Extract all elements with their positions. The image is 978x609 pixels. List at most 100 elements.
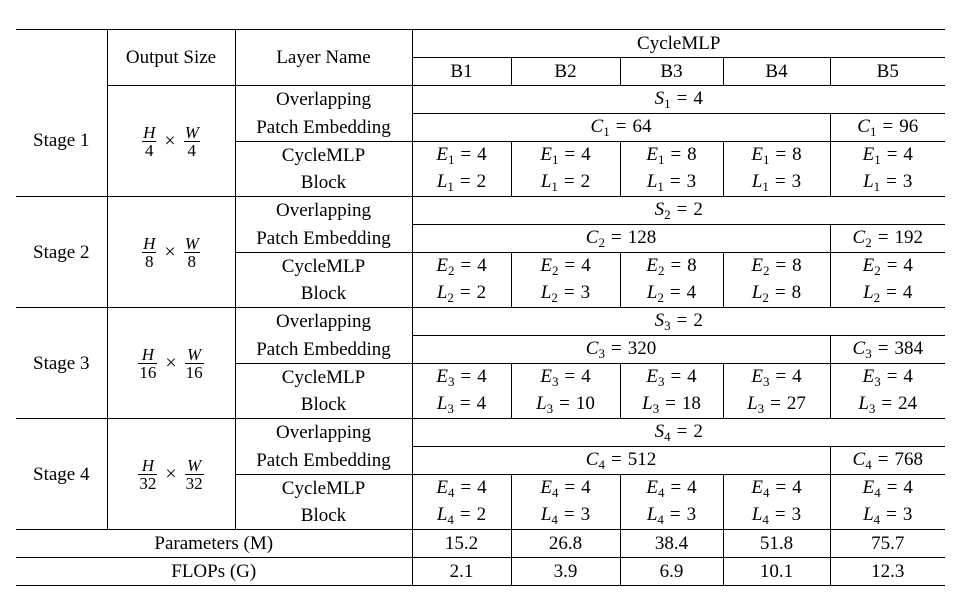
stage-2-expansion-b4-equals: = [775,255,787,276]
stage-1-expansion-b4-index: 1 [762,152,770,167]
stage-3-expansion-b5-index: 3 [874,374,881,389]
stage-1-layers-b3-cell: L1 = 3 [620,169,724,197]
stage-3-layers-b2-symbol: L [536,393,547,414]
summary-flops-b3: 6.9 [620,557,724,586]
stage-2-layer-patch-embedding: Patch Embedding [235,224,413,253]
stage-3-expansion-b2-cell: E3 = 4 [511,363,621,391]
stage-1-channels-b5-index: 1 [869,124,877,139]
stage-1-stride: S1 = 4 [654,88,703,110]
stage-4-expansion-b1-index: 4 [447,485,455,500]
stage-3-channels-b5-equals: = [877,338,889,359]
stage-4-layers-b2-cell: L4 = 3 [511,502,621,530]
stage-1-layers-b3: L1 = 3 [646,171,696,193]
stage-1-layer-overlapping: Overlapping [235,85,413,114]
stage-3-layers-b5-cell: L3 = 24 [830,391,945,419]
stage-4-layers-b2-symbol: L [540,504,552,525]
stage-4-channels-b1-b4-index: 4 [598,457,605,472]
stage-2-times-sign: × [164,241,176,263]
stage-1-channels-b1-b4-index: 1 [603,124,610,139]
stage-1-expansion-b2-value: 4 [581,144,591,165]
stage-1-row-overlap-top: Stage 1 H 4 × W 4 Overlapping S1 = 4 [16,85,945,197]
stage-3-times-sign: × [165,352,177,374]
stage-2-layers-b1: L2 = 2 [437,282,486,304]
stage-2-channels-b5-value: 192 [894,227,923,248]
stage-2-channels-b1-b4-index: 2 [598,235,605,250]
stage-1-height-fraction-numerator: H [142,122,157,142]
stage-2-stride-index: 2 [664,207,671,222]
stage-4-channels-b1-b4-equals: = [610,449,622,470]
stage-1-layers-b1-cell: L1 = 2 [412,169,512,197]
summary-label-parameters: Parameters (M) [16,529,413,558]
stage-4-stride-value: 2 [693,421,703,442]
stage-4-times-sign: × [165,463,177,485]
stage-1-expansion-b3-equals: = [670,144,682,165]
summary-row-parameters: Parameters (M) 15.2 26.8 38.4 51.8 75.7 [16,529,945,558]
stage-4-layers-b1-index: 4 [447,512,454,527]
stage-1-expansion-b4-equals: = [775,144,787,165]
stage-3-layers-b1-equals: = [459,393,471,414]
header-variant-b4: B4 [723,57,831,86]
stage-1-expansion-b3-value: 8 [687,144,697,165]
stage-1-expansion-b5-cell: E1 = 4 [830,142,945,170]
stage-1-stride-symbol: S [654,88,665,109]
stage-4-layers-b1-equals: = [459,504,471,525]
stage-3-expansion-b3-symbol: E [646,366,658,387]
stage-4-layers-b1-symbol: L [436,504,448,525]
stage-3-layers-b2-index: 3 [546,401,554,416]
stage-4-expansion-b3-value: 4 [687,477,697,498]
stage-2-expansion-b4: E2 = 8 [751,255,801,277]
stage-1-expansion-b3-cell: E1 = 8 [620,141,724,169]
stage-4-channels-b5-value: 768 [894,449,923,470]
stage-3-channels-b5: C3 = 384 [853,338,923,360]
stage-4-expansion-b3-index: 4 [657,485,665,500]
stage-4-expansion-b2-symbol: E [540,477,552,498]
stage-2-layers-b5-equals: = [886,282,897,303]
stage-2-expansion-b2-value: 4 [581,255,591,276]
stage-1-expansion-b2-index: 1 [551,152,559,167]
stage-1-expansion-b4: E1 = 8 [751,144,801,167]
stage-2-expansion-b3: E2 = 8 [646,255,696,277]
stage-3-expansion-b2-symbol: E [540,366,552,387]
stage-2-expansion-b1-symbol: E [436,255,448,276]
stage-3-height-fraction: H 16 [138,346,158,381]
stage-1-expansion-b5-symbol: E [862,144,875,165]
stage-1-layers-b5-value: 3 [902,171,913,192]
stage-3-layers-b1: L3 = 4 [437,393,486,415]
stage-1-layers-b3-symbol: L [646,171,658,192]
stage-3-layers-b3-index: 3 [652,401,660,416]
stage-3-layer-block: Block [235,391,413,419]
stage-2-layers-b5-symbol: L [863,282,874,303]
stage-4-layers-b2: L4 = 3 [540,504,591,526]
stage-2-expansion-b4-symbol: E [751,255,763,276]
stage-3-channels-b1-b4-cell: C3 = 320 [412,335,831,364]
stage-3-expansion-b2: E3 = 4 [540,366,590,388]
architecture-table: Output Size Layer Name CycleMLP B1 B2 B3… [16,29,945,586]
stage-2-layers-b5-cell: L2 = 4 [830,280,945,308]
stage-3-expansion-b1-equals: = [460,366,472,387]
stage-4-expansion-b2-index: 4 [551,485,559,500]
stage-2-output-size: H 8 × W 8 [107,196,236,308]
stage-4-expansion-b4-value: 4 [792,477,802,498]
stage-4-stride-equals: = [676,421,688,442]
stage-4-layers-b5-value: 3 [902,504,913,525]
stage-4-expansion-b1: E4 = 4 [436,477,486,500]
stage-1-layers-b2-symbol: L [540,171,552,192]
stage-2-expansion-b4-cell: E2 = 8 [723,252,831,280]
stage-3-expansion-b4-index: 3 [762,374,770,389]
stage-1-channels-b5-symbol: C [857,116,870,137]
stage-4-expansion-b5-cell: E4 = 4 [830,475,945,503]
stage-3-expansion-b5-equals: = [886,366,898,387]
stage-4-layers-b2-value: 3 [580,504,591,525]
stage-2-layers-b3-value: 4 [686,282,697,303]
stage-1-layers-b5-cell: L1 = 3 [830,169,945,197]
header-output-size: Output Size [107,29,236,86]
stage-3-layers-b1-cell: L3 = 4 [412,391,512,419]
stage-2-expansion-b1: E2 = 4 [436,255,486,277]
stage-4-expansion-b4-symbol: E [751,477,763,498]
stage-2-stride-equals: = [676,199,688,220]
stage-3-layer-overlapping: Overlapping [235,307,413,336]
stage-4-expansion-b5-value: 4 [903,477,913,498]
stage-1-layers-b3-equals: = [669,171,681,192]
